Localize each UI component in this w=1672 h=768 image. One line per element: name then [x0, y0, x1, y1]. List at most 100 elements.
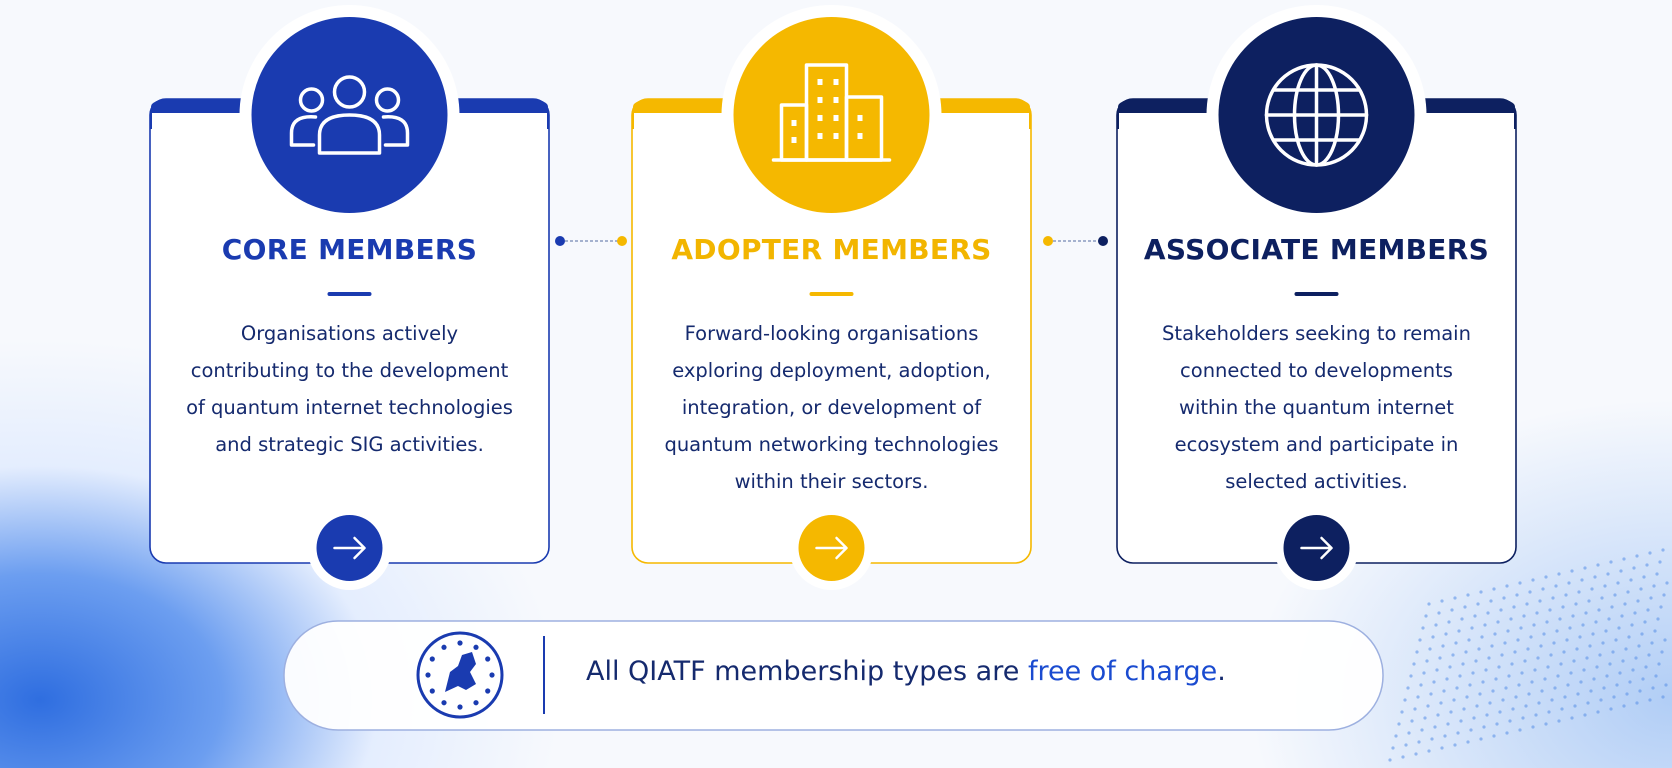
decor-dot	[1418, 638, 1422, 642]
decor-dot	[1445, 677, 1449, 681]
decor-dot	[1466, 593, 1470, 597]
decor-dot	[1575, 647, 1579, 651]
title-underline	[327, 292, 372, 296]
decor-dot	[1504, 686, 1508, 690]
decor-dot	[1548, 608, 1552, 612]
decor-dot	[1457, 629, 1461, 633]
decor-dot	[1607, 617, 1611, 621]
decor-dot	[1423, 716, 1427, 720]
decor-dot	[1562, 650, 1566, 654]
decor-dot	[1624, 647, 1628, 651]
decor-dot	[1633, 611, 1637, 615]
decor-dot	[1601, 641, 1605, 645]
decor-dot	[1560, 707, 1564, 711]
icon-part	[317, 113, 382, 155]
decor-dot	[1440, 746, 1444, 750]
decor-dot	[1584, 611, 1588, 615]
card-description-line: Stakeholders seeking to remain	[1162, 322, 1471, 345]
decor-dot	[1412, 662, 1416, 666]
decor-dot	[1441, 644, 1445, 648]
arrow-button[interactable]	[316, 515, 383, 581]
decor-dot	[1619, 569, 1623, 573]
decor-dot	[1625, 692, 1629, 696]
decor-dot	[1599, 698, 1603, 702]
decor-dot	[1419, 683, 1423, 687]
icon-part	[817, 79, 823, 85]
decor-dot	[1426, 704, 1430, 708]
decor-dot	[1589, 689, 1593, 693]
decor-dot	[1529, 635, 1533, 639]
decor-dot	[1497, 665, 1501, 669]
decor-dot	[1507, 674, 1511, 678]
decor-dot	[1650, 641, 1654, 645]
card-title: ASSOCIATE MEMBERS	[1143, 233, 1490, 266]
decor-dot	[1595, 665, 1599, 669]
decor-dot	[1433, 725, 1437, 729]
decor-dot	[1558, 617, 1562, 621]
decor-dot	[1492, 734, 1496, 738]
decor-dot	[1608, 662, 1612, 666]
decor-dot	[1431, 635, 1435, 639]
decor-dot	[1585, 656, 1589, 660]
card-description-line: exploring deployment, adoption,	[672, 359, 991, 382]
decor-dot	[1579, 680, 1583, 684]
decor-dot	[1447, 620, 1451, 624]
decor-dot	[1498, 710, 1502, 714]
decor-dot	[1461, 662, 1465, 666]
emblem-star	[425, 672, 431, 678]
decor-dot	[1519, 626, 1523, 630]
emblem-map	[445, 652, 476, 692]
decor-dot	[1506, 629, 1510, 633]
decor-dot	[1427, 749, 1431, 753]
decor-dot	[1525, 602, 1529, 606]
card-description-line: within the quantum internet	[1179, 396, 1454, 419]
decor-dot	[1482, 725, 1486, 729]
decor-dot	[1551, 596, 1555, 600]
title-underline	[1294, 292, 1339, 296]
decor-dot	[1565, 638, 1569, 642]
decor-dot	[1416, 695, 1420, 699]
icon-part	[833, 79, 839, 85]
card-description-line: selected activities.	[1225, 470, 1408, 493]
decor-dot	[1505, 584, 1509, 588]
decor-dot	[1532, 623, 1536, 627]
decor-dot	[1407, 731, 1411, 735]
decor-dot	[1546, 665, 1550, 669]
emblem-star	[441, 644, 447, 650]
decor-dot	[1630, 623, 1634, 627]
decor-dot	[1567, 581, 1571, 585]
arrow-button[interactable]	[1283, 515, 1350, 581]
decor-dot	[1603, 584, 1607, 588]
icon-part	[381, 115, 410, 147]
icon-part	[857, 115, 863, 121]
decor-dot	[1533, 668, 1537, 672]
decor-dot	[1488, 701, 1492, 705]
decor-dot	[1623, 602, 1627, 606]
icon-part	[817, 97, 823, 103]
decor-dot	[1605, 674, 1609, 678]
decor-dot	[1573, 704, 1577, 708]
decor-dot	[1622, 704, 1626, 708]
decor-dot	[1568, 626, 1572, 630]
decor-dot	[1524, 704, 1528, 708]
decor-dot	[1606, 572, 1610, 576]
decor-dot	[1593, 575, 1597, 579]
card-description-line: connected to developments	[1180, 359, 1453, 382]
decor-dot	[1665, 581, 1669, 585]
decor-dot	[1591, 632, 1595, 636]
decor-dot	[1462, 707, 1466, 711]
decor-dot	[1617, 626, 1621, 630]
decor-dot	[1521, 716, 1525, 720]
decor-dot	[1574, 602, 1578, 606]
decor-dot	[1503, 641, 1507, 645]
decor-dot	[1539, 644, 1543, 648]
icon-circle	[733, 17, 930, 213]
decor-dot	[1476, 602, 1480, 606]
decor-dot	[1442, 689, 1446, 693]
decor-dot	[1555, 629, 1559, 633]
arrow-icon	[1300, 536, 1333, 560]
arrow-button[interactable]	[798, 515, 865, 581]
decor-dot	[1641, 677, 1645, 681]
decor-dot	[1597, 608, 1601, 612]
decor-dot	[1485, 713, 1489, 717]
